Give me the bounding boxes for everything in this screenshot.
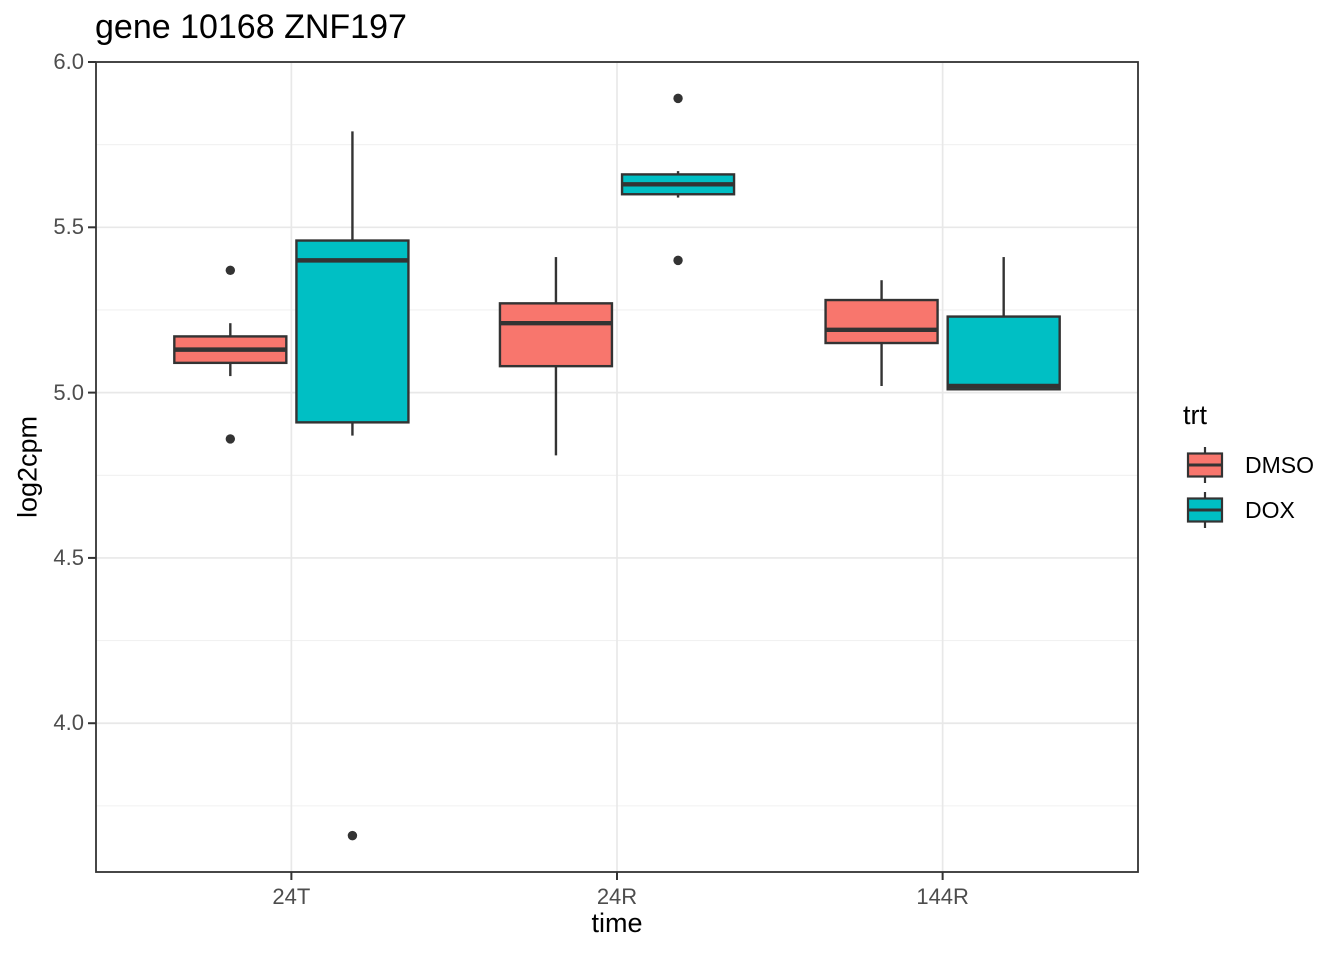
box-DOX-144R [946,315,1061,391]
outlier-point [347,830,358,841]
x-tick-label: 24T [272,884,311,909]
boxplot-key-icon [1186,447,1224,483]
boxplot-key-icon [1186,492,1224,528]
legend-item-dmso: DMSO [1186,443,1314,487]
outlier-point [673,255,683,266]
box-DOX-24T [295,239,410,424]
x-tick-label: 144R [916,884,969,909]
y-tick-label: 5.5 [53,214,84,240]
legend-title: trt [1183,400,1207,430]
x-axis-title: time [591,908,643,938]
y-tick-label: 4.0 [53,710,84,736]
legend-label: DMSO [1245,451,1314,478]
legend-item-dox: DOX [1186,488,1295,532]
outlier-point [225,434,236,444]
outlier-point [673,93,683,104]
box-DMSO-24R [498,302,614,368]
outlier-point [225,265,236,275]
chart-title: gene 10168 ZNF197 [95,8,407,46]
y-tick-label: 6.0 [53,49,84,74]
box-DMSO-144R [824,298,939,345]
x-tick-label: 24R [596,884,638,909]
y-tick-label: 5.0 [53,379,84,405]
legend-label: DOX [1245,496,1295,523]
y-tick-label: 4.5 [53,544,84,570]
